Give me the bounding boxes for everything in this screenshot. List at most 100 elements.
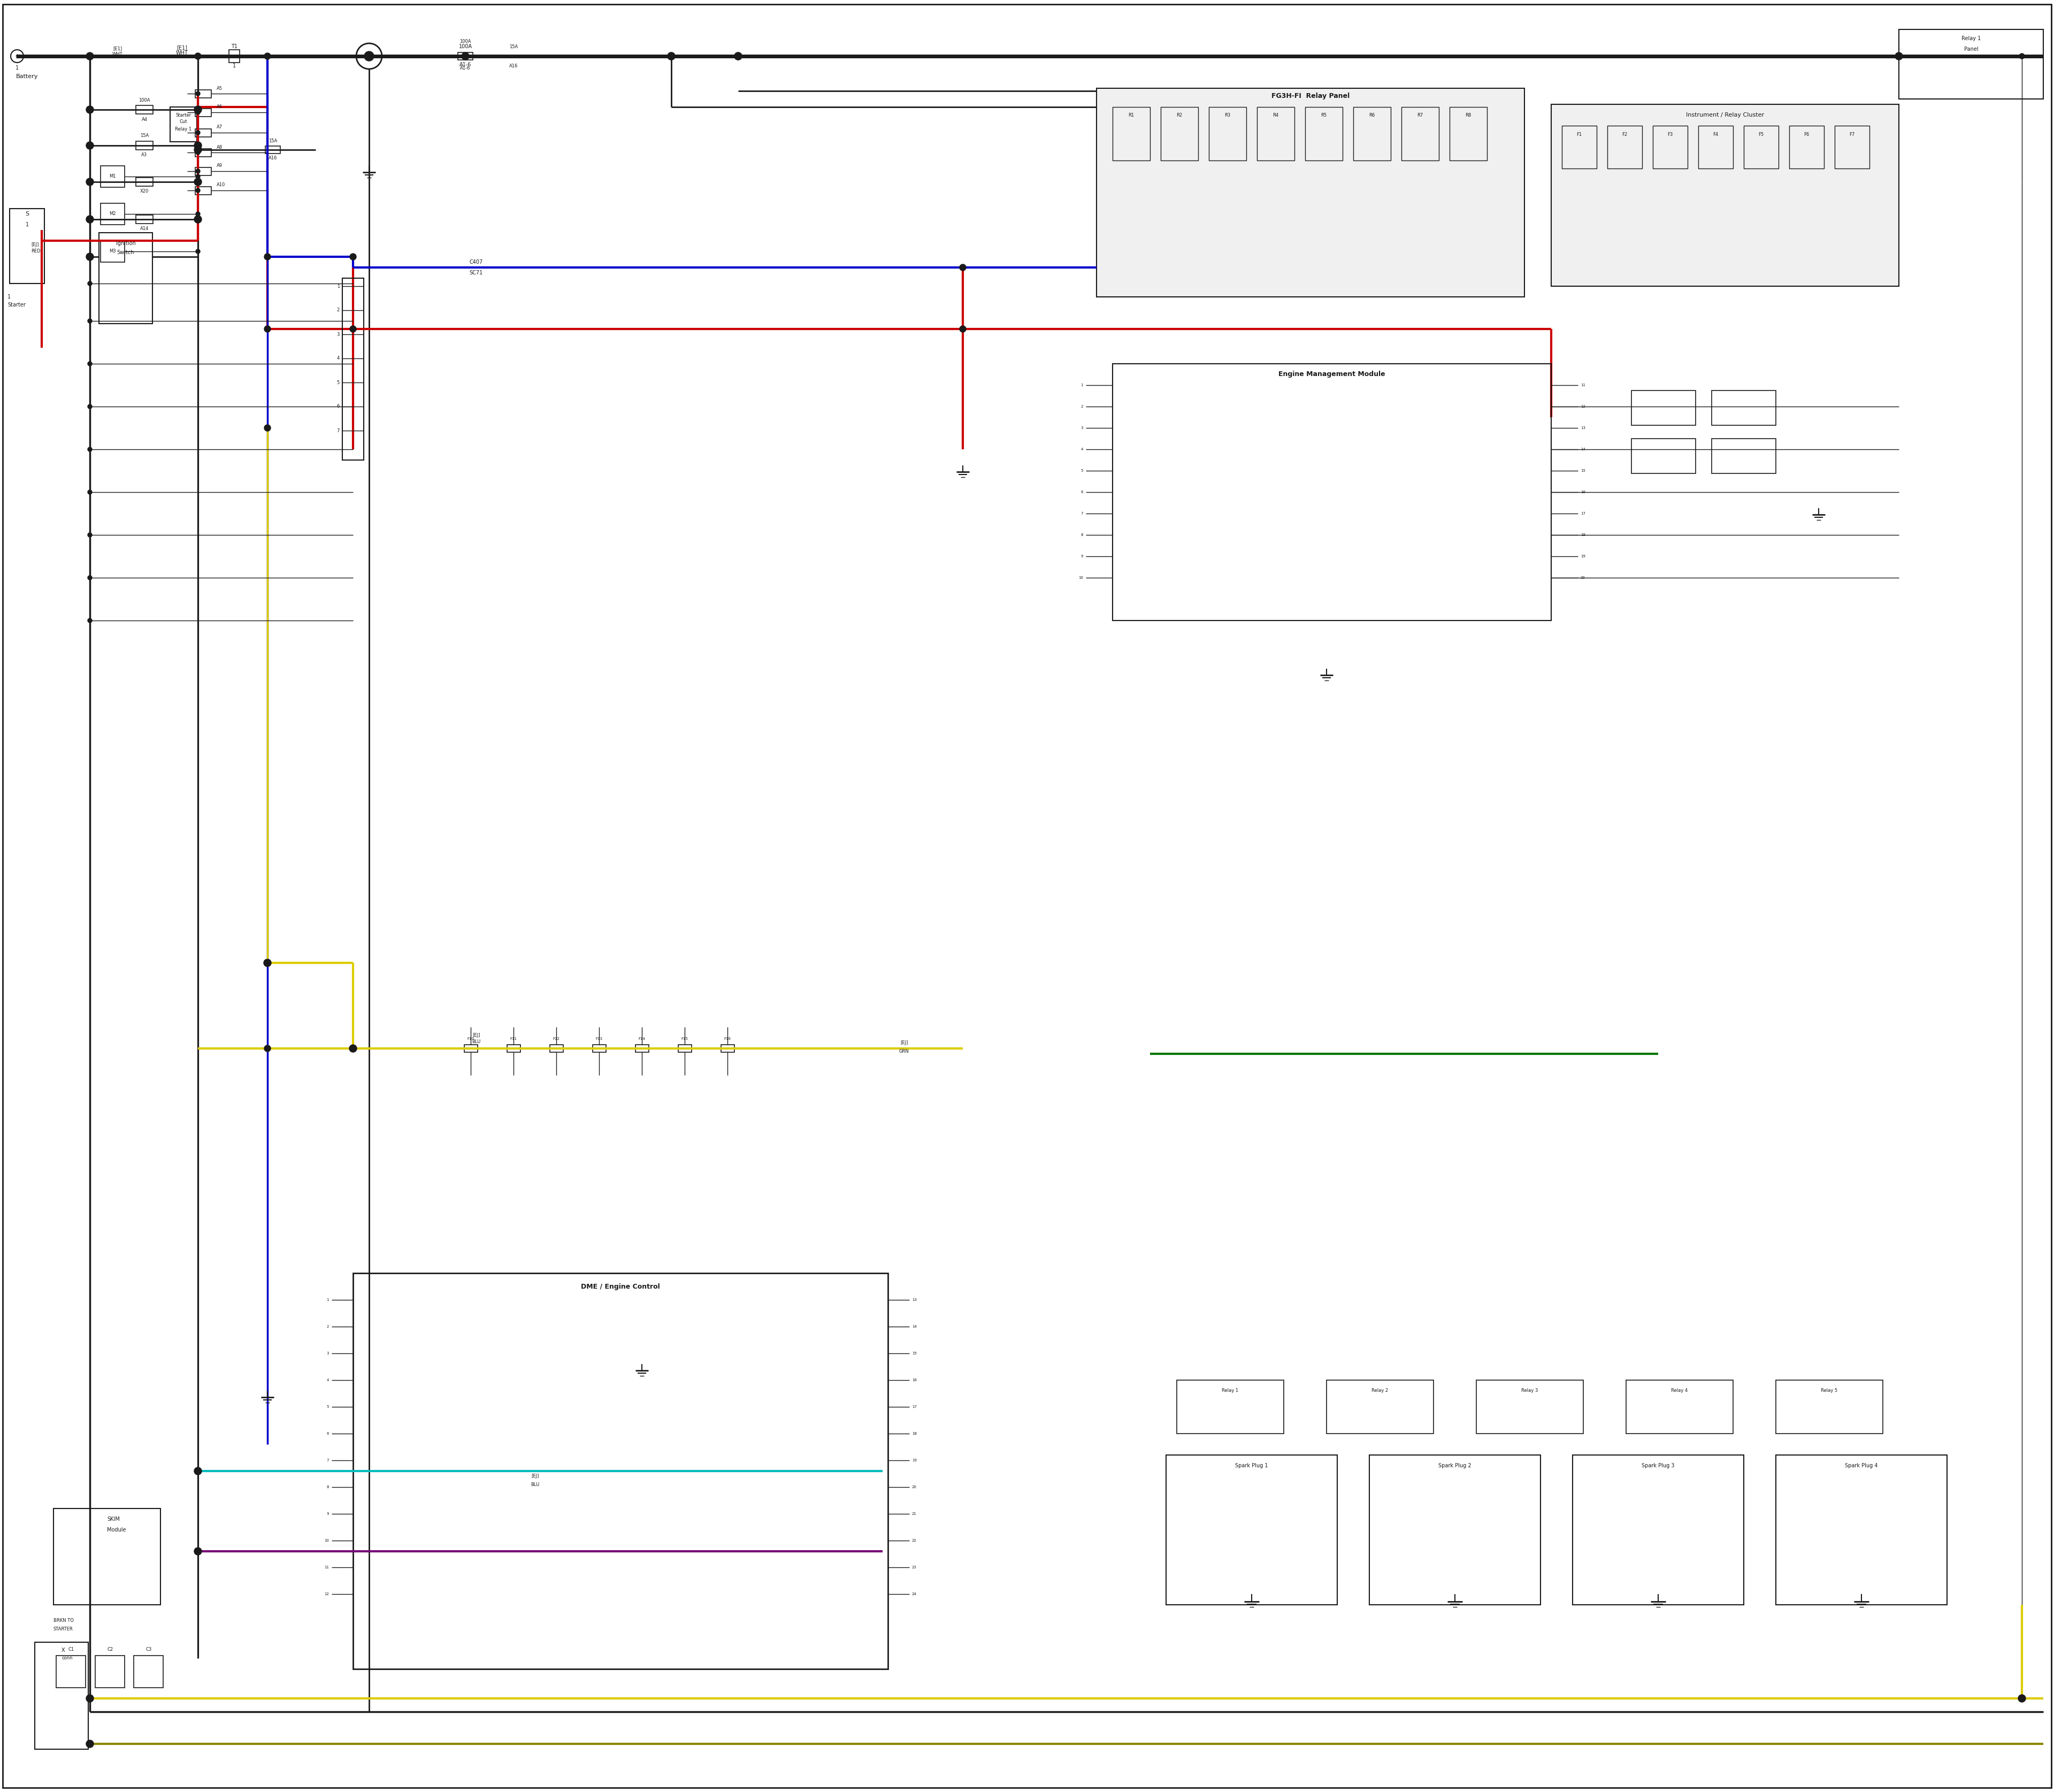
- Circle shape: [195, 188, 199, 192]
- Text: 5: 5: [327, 1405, 329, 1409]
- Text: SKIM: SKIM: [107, 1516, 119, 1521]
- Bar: [464, 1045, 479, 1052]
- Bar: [678, 1045, 692, 1052]
- Text: F3: F3: [1668, 133, 1672, 138]
- Circle shape: [1896, 52, 1902, 59]
- Text: +: +: [14, 54, 21, 59]
- Bar: [1653, 125, 1688, 168]
- Circle shape: [195, 179, 201, 185]
- Text: 11: 11: [1582, 383, 1586, 387]
- Text: A14: A14: [140, 226, 148, 231]
- Text: Relay 4: Relay 4: [1672, 1389, 1688, 1392]
- Text: 4: 4: [327, 1378, 329, 1382]
- Text: Panel: Panel: [1964, 47, 1978, 52]
- Bar: [195, 186, 212, 195]
- Bar: [99, 233, 152, 324]
- Bar: [1744, 125, 1779, 168]
- Circle shape: [88, 362, 92, 366]
- Text: 20: 20: [912, 1486, 916, 1489]
- Text: A16: A16: [509, 63, 518, 68]
- Circle shape: [86, 1695, 94, 1702]
- Text: 3: 3: [337, 332, 339, 337]
- Text: 15A: 15A: [269, 138, 277, 143]
- Circle shape: [263, 959, 271, 966]
- Text: [EJ]: [EJ]: [532, 1475, 538, 1478]
- Bar: [1789, 125, 1824, 168]
- Text: 14: 14: [1582, 448, 1586, 452]
- Circle shape: [462, 52, 468, 59]
- Circle shape: [88, 448, 92, 452]
- Circle shape: [195, 142, 201, 149]
- Bar: [1177, 1380, 1284, 1434]
- Circle shape: [195, 177, 201, 186]
- Text: S: S: [25, 211, 29, 217]
- Bar: [228, 50, 240, 63]
- Circle shape: [349, 1045, 357, 1052]
- Text: F7: F7: [1849, 133, 1855, 138]
- Text: 2: 2: [337, 308, 339, 312]
- Bar: [1370, 1455, 1540, 1606]
- Bar: [1699, 125, 1734, 168]
- Bar: [721, 1045, 735, 1052]
- Text: F2: F2: [1623, 133, 1627, 138]
- Circle shape: [88, 575, 92, 581]
- Bar: [1551, 104, 1898, 287]
- Circle shape: [86, 215, 94, 222]
- Circle shape: [195, 249, 199, 253]
- Text: BLU: BLU: [472, 1039, 481, 1045]
- Circle shape: [195, 145, 201, 154]
- Text: 1: 1: [8, 294, 10, 299]
- Text: 7: 7: [337, 428, 339, 434]
- Circle shape: [366, 52, 374, 59]
- Text: A9: A9: [216, 163, 222, 168]
- Text: RED: RED: [31, 249, 41, 254]
- Circle shape: [2019, 1695, 2025, 1702]
- Text: SC71: SC71: [468, 271, 483, 276]
- Text: 19: 19: [1582, 556, 1586, 557]
- Circle shape: [265, 326, 271, 332]
- Bar: [594, 1045, 606, 1052]
- Bar: [195, 109, 212, 116]
- Bar: [265, 145, 279, 154]
- Circle shape: [88, 489, 92, 495]
- Text: BRKN TO: BRKN TO: [53, 1618, 74, 1624]
- Bar: [507, 1045, 520, 1052]
- Bar: [1113, 108, 1150, 161]
- Text: 10: 10: [1078, 575, 1082, 579]
- Text: 23: 23: [912, 1566, 916, 1570]
- Bar: [1167, 1455, 1337, 1606]
- Text: R2: R2: [1177, 113, 1183, 118]
- Bar: [458, 52, 472, 59]
- Text: 14: 14: [912, 1324, 916, 1328]
- Text: C3: C3: [146, 1647, 152, 1652]
- Text: 18: 18: [1582, 534, 1586, 536]
- Bar: [195, 90, 212, 99]
- Text: A3: A3: [142, 152, 148, 158]
- Circle shape: [195, 91, 199, 95]
- Bar: [1113, 364, 1551, 620]
- Bar: [1631, 439, 1697, 473]
- Text: A10: A10: [216, 183, 226, 188]
- Text: Spark Plug 2: Spark Plug 2: [1438, 1462, 1471, 1468]
- Text: 1: 1: [16, 65, 18, 70]
- Text: 6: 6: [327, 1432, 329, 1435]
- Bar: [136, 142, 152, 151]
- Text: Relay 1: Relay 1: [1962, 36, 1980, 41]
- Text: A5: A5: [216, 86, 222, 91]
- Text: Relay 1: Relay 1: [175, 127, 191, 131]
- Bar: [136, 177, 152, 186]
- Circle shape: [195, 142, 201, 149]
- Text: A16: A16: [269, 156, 277, 161]
- Text: 9: 9: [1080, 556, 1082, 557]
- Text: C2: C2: [107, 1647, 113, 1652]
- Text: 21: 21: [912, 1512, 916, 1516]
- Circle shape: [195, 54, 201, 59]
- Bar: [55, 1656, 86, 1688]
- Bar: [1327, 1380, 1434, 1434]
- Circle shape: [86, 1695, 92, 1702]
- Text: Engine Management Module: Engine Management Module: [1278, 371, 1384, 378]
- Bar: [1401, 108, 1440, 161]
- Text: F13: F13: [596, 1038, 602, 1041]
- Text: 9: 9: [327, 1512, 329, 1516]
- Text: 15A: 15A: [140, 133, 148, 138]
